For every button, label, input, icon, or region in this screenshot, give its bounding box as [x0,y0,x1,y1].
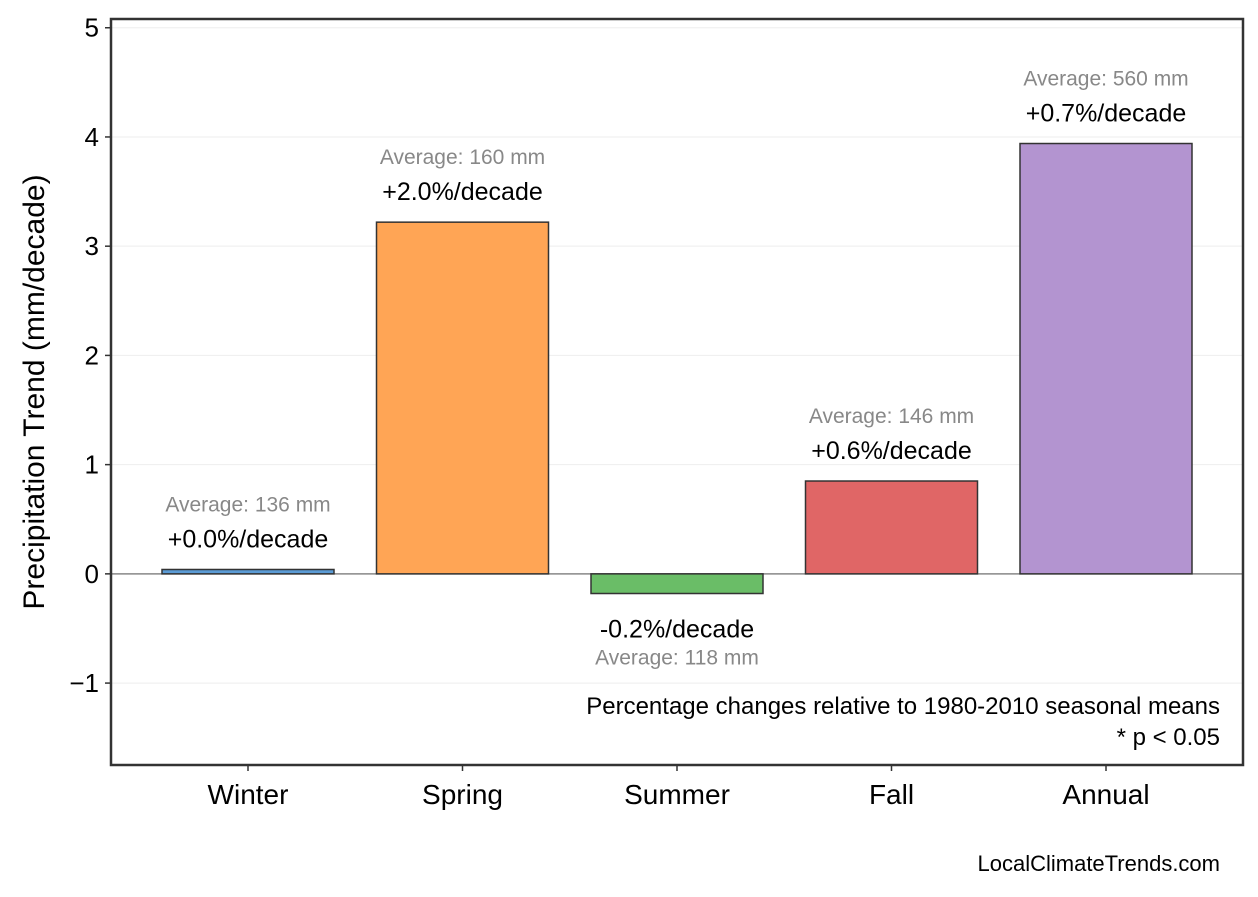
percent-label: +0.6%/decade [811,437,972,465]
plot-frame [109,17,1245,767]
x-tick-label: Annual [1062,779,1149,810]
annotation-note: Percentage changes relative to 1980-2010… [586,693,1220,720]
percent-label: +2.0%/decade [382,178,543,206]
x-tick-label: Summer [624,779,730,810]
average-label: Average: 160 mm [380,146,545,169]
average-label: Average: 118 mm [595,647,759,670]
average-label: Average: 136 mm [165,493,330,516]
y-axis-label: Precipitation Trend (mm/decade) [18,174,51,609]
bar-summer [590,573,764,595]
percent-label: +0.0%/decade [168,525,329,553]
bar-winter [161,568,335,575]
average-label: Average: 560 mm [1023,68,1188,91]
percent-label: +0.7%/decade [1026,100,1187,128]
bar-annual [1019,142,1193,575]
bar-spring [375,221,550,575]
bar-fall [804,480,979,575]
y-tick-label: −1 [69,668,99,698]
y-tick-label: 5 [85,13,99,43]
y-tick-label: 2 [85,340,99,370]
y-tick-label: 0 [85,559,99,589]
y-tick-label: 3 [85,231,99,261]
x-tick-label: Fall [869,779,914,810]
x-tick-label: Winter [208,779,289,810]
credit-text: LocalClimateTrends.com [978,851,1221,876]
x-tick-label: Spring [422,779,503,810]
significance-note: * p < 0.05 [1117,724,1220,751]
y-tick-label: 1 [85,450,99,480]
average-label: Average: 146 mm [809,405,974,428]
percent-label: -0.2%/decade [600,616,754,644]
y-tick-label: 4 [85,122,99,152]
